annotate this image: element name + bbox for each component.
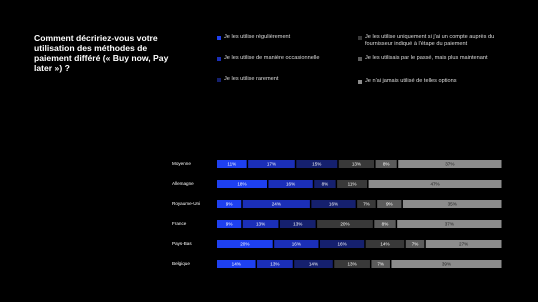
bar-segment [242,220,279,228]
value-label: 14% [232,262,241,267]
value-label: 8% [322,182,329,187]
value-label: 16% [337,242,346,247]
value-label: 8% [383,162,390,167]
bar-segment [375,160,397,168]
bar-segment [365,240,405,248]
bar-segment [217,200,242,208]
value-label: 7% [377,262,384,267]
value-label: 14% [309,262,318,267]
legend-label: Je les utilise uniquement si j'ai un com… [365,34,495,47]
value-label: 47% [430,182,439,187]
bar-segment [397,220,502,228]
legend-item: Je les utilise de manière occasionnelle [217,55,347,62]
value-label: 16% [329,202,338,207]
value-label: 13% [352,162,361,167]
legend-item: Je les utilise rarement [217,76,347,83]
bar-segment [425,240,502,248]
bar-segment [274,240,319,248]
value-label: 20% [340,222,349,227]
value-label: 15% [312,162,321,167]
value-label: 27% [459,242,468,247]
value-label: 37% [445,222,454,227]
bar-segment [374,220,396,228]
legend-label: Je les utilise régulièrement [224,34,291,40]
value-label: 35% [448,202,457,207]
value-label: 8% [382,222,389,227]
bar-segment [377,200,402,208]
bar-segment [217,260,256,268]
bar-segment [296,160,338,168]
category-label: France [172,221,187,226]
value-label: 11% [227,162,236,167]
bar-segment [311,200,356,208]
category-label: Royaume-Uni [172,201,200,206]
bar-segment [319,240,365,248]
category-label: Pays-Bas [172,241,192,246]
value-label: 37% [445,162,454,167]
value-label: 24% [272,202,281,207]
value-label: 13% [270,262,279,267]
bar-segment [217,160,247,168]
bar-segment [317,220,373,228]
bar-segment [398,160,502,168]
value-label: 13% [293,222,302,227]
legend-item: Je les utilisais par le passé, mais plus… [358,55,508,62]
bar-segment [217,220,242,228]
legend-item: Je les utilise régulièrement [217,34,347,41]
value-label: 13% [347,262,356,267]
value-label: 9% [226,222,233,227]
bar-segment [405,240,425,248]
bar-segment [257,260,293,268]
value-label: 9% [226,202,233,207]
legend-swatch [358,35,362,40]
bar-segment [217,180,267,188]
legend-swatch [358,79,362,84]
value-label: 7% [363,202,370,207]
chart-title: Comment décririez-vous votre utilisation… [34,33,169,73]
legend-swatch [217,35,221,40]
bar-segment [357,200,376,208]
legend-label: Je les utilisais par le passé, mais plus… [365,55,488,61]
value-label: 9% [386,202,393,207]
value-label: 7% [412,242,419,247]
legend-swatch [217,56,221,61]
value-label: 16% [286,182,295,187]
category-label: Belgique [172,261,190,266]
bar-segment [279,220,316,228]
legend-label: Je les utilise rarement [224,76,279,82]
legend-item: Je n'ai jamais utilisé de telles options [358,78,508,85]
value-label: 18% [237,182,246,187]
legend-label: Je les utilise de manière occasionnelle [224,55,320,61]
bar-segment [402,200,502,208]
bar-segment [314,180,336,188]
bar-segment [294,260,333,268]
legend-item: Je les utilise uniquement si j'ai un com… [358,34,508,48]
bar-segment [391,260,502,268]
category-label: Moyenne [172,161,191,166]
bar-segment [248,160,295,168]
value-label: 16% [292,242,301,247]
legend-swatch [217,77,221,82]
value-label: 39% [442,262,451,267]
value-label: 13% [256,222,265,227]
bar-segment [334,260,370,268]
legend-label: Je n'ai jamais utilisé de telles options [365,78,457,84]
bar-segment [242,200,310,208]
legend-swatch [358,56,362,61]
value-label: 17% [267,162,276,167]
value-label: 14% [380,242,389,247]
value-label: 11% [348,182,357,187]
bar-segment [337,180,368,188]
bar-segment [217,240,273,248]
category-label: Allemagne [172,181,194,186]
bar-segment [368,180,502,188]
bar-segment [371,260,390,268]
bar-segment [338,160,375,168]
value-label: 20% [240,242,249,247]
bar-segment [268,180,313,188]
